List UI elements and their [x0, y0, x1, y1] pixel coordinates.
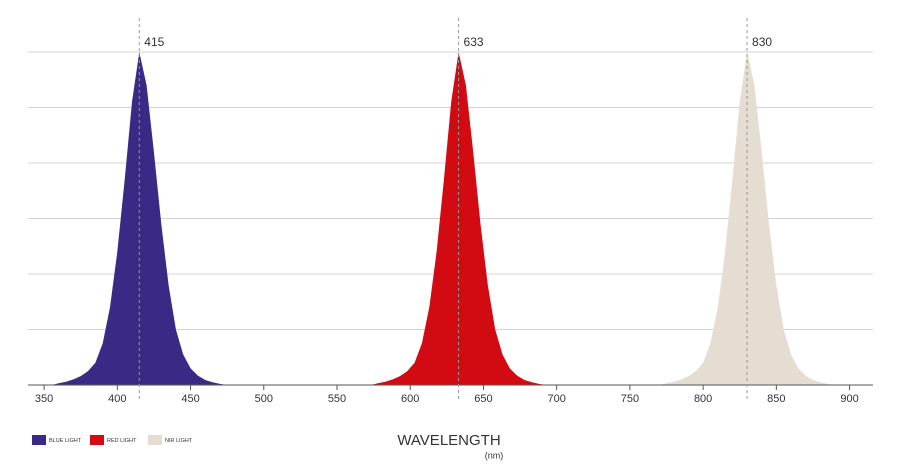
- peak-label: 830: [752, 35, 772, 49]
- x-tick-label: 600: [401, 393, 419, 405]
- x-tick-label: 900: [840, 393, 858, 405]
- x-tick-label: 800: [694, 393, 712, 405]
- legend-label: BLUE LIGHT: [49, 438, 82, 444]
- peak-label: 633: [464, 35, 484, 49]
- legend-swatch: [148, 435, 162, 445]
- x-tick-label: 700: [547, 393, 565, 405]
- x-axis-title: WAVELENGTH: [397, 432, 500, 449]
- legend-swatch: [90, 435, 104, 445]
- legend-swatch: [32, 435, 46, 445]
- legend-label: RED LIGHT: [107, 438, 137, 444]
- x-tick-label: 500: [255, 393, 273, 405]
- x-tick-label: 450: [181, 393, 199, 405]
- x-tick-label: 750: [621, 393, 639, 405]
- x-tick-label: 350: [35, 393, 53, 405]
- peak-label: 415: [144, 35, 164, 49]
- x-tick-label: 550: [328, 393, 346, 405]
- x-tick-label: 650: [474, 393, 492, 405]
- x-tick-label: 400: [108, 393, 126, 405]
- x-tick-label: 850: [767, 393, 785, 405]
- legend-label: NIR LIGHT: [165, 438, 193, 444]
- x-axis-unit: (nm): [485, 450, 504, 460]
